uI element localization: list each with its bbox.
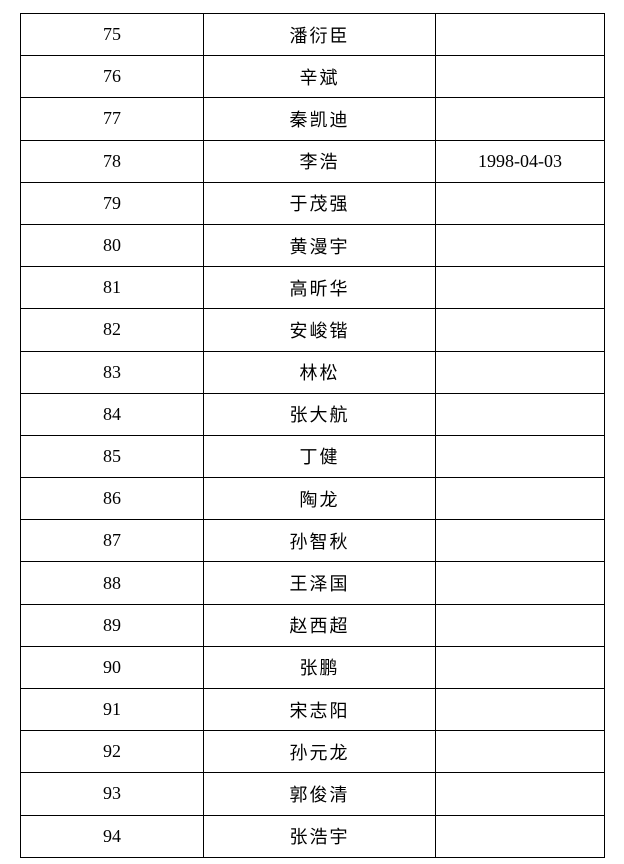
row-number: 87 — [20, 519, 204, 563]
row-number: 94 — [20, 814, 204, 858]
table-row: 85 丁健 — [20, 434, 605, 479]
row-date — [435, 519, 605, 563]
row-name: 李浩 — [203, 139, 436, 183]
row-date — [435, 477, 605, 521]
row-number: 76 — [20, 55, 204, 99]
row-date — [435, 730, 605, 774]
row-date: 1998-04-03 — [435, 139, 605, 183]
row-number: 86 — [20, 477, 204, 521]
row-name: 张大航 — [203, 392, 436, 436]
row-number: 78 — [20, 139, 204, 183]
row-number: 90 — [20, 645, 204, 690]
row-number: 79 — [20, 181, 204, 225]
row-date — [435, 814, 605, 858]
row-date — [435, 12, 605, 57]
row-date — [435, 561, 605, 605]
table-row: 80 黄漫宇 — [20, 223, 605, 268]
row-number: 77 — [20, 97, 204, 141]
row-date — [435, 181, 605, 225]
row-number: 80 — [20, 223, 204, 268]
row-name: 孙元龙 — [203, 730, 436, 774]
row-name: 林松 — [203, 350, 436, 394]
row-number: 88 — [20, 561, 204, 605]
table-row: 92 孙元龙 — [20, 730, 605, 774]
table-row: 84 张大航 — [20, 392, 605, 436]
row-name: 陶龙 — [203, 477, 436, 521]
roster-table: 75 潘衍臣 76 辛斌 77 秦凯迪 78 李浩 1998-04-03 79 于茂强 80 黄漫宇 81… — [20, 12, 605, 858]
row-name: 潘衍臣 — [203, 12, 436, 57]
table-row: 75 潘衍臣 — [20, 12, 605, 57]
row-number: 83 — [20, 350, 204, 394]
row-number: 91 — [20, 687, 204, 732]
row-name: 郭俊清 — [203, 772, 436, 816]
table-row: 93 郭俊清 — [20, 772, 605, 816]
row-name: 安峻锴 — [203, 308, 436, 352]
table-row: 86 陶龙 — [20, 477, 605, 521]
row-name: 黄漫宇 — [203, 223, 436, 268]
row-date — [435, 687, 605, 732]
row-date — [435, 772, 605, 816]
row-date — [435, 392, 605, 436]
table-row: 83 林松 — [20, 350, 605, 394]
row-date — [435, 308, 605, 352]
row-name: 张浩宇 — [203, 814, 436, 858]
row-number: 89 — [20, 603, 204, 647]
row-number: 85 — [20, 434, 204, 479]
table-row: 79 于茂强 — [20, 181, 605, 225]
row-date — [435, 223, 605, 268]
row-name: 于茂强 — [203, 181, 436, 225]
table-row: 91 宋志阳 — [20, 687, 605, 732]
row-date — [435, 97, 605, 141]
row-date — [435, 266, 605, 310]
row-name: 宋志阳 — [203, 687, 436, 732]
row-name: 赵西超 — [203, 603, 436, 647]
row-date — [435, 603, 605, 647]
row-number: 82 — [20, 308, 204, 352]
table-row: 88 王泽国 — [20, 561, 605, 605]
row-number: 93 — [20, 772, 204, 816]
row-number: 84 — [20, 392, 204, 436]
table-row: 82 安峻锴 — [20, 308, 605, 352]
row-name: 秦凯迪 — [203, 97, 436, 141]
row-name: 丁健 — [203, 434, 436, 479]
row-date — [435, 645, 605, 690]
table-row: 76 辛斌 — [20, 55, 605, 99]
row-number: 92 — [20, 730, 204, 774]
row-number: 81 — [20, 266, 204, 310]
row-number: 75 — [20, 12, 204, 57]
table-row: 81 高昕华 — [20, 266, 605, 310]
row-name: 张鹏 — [203, 645, 436, 690]
row-date — [435, 434, 605, 479]
table-row: 94 张浩宇 — [20, 814, 605, 858]
table-row: 89 赵西超 — [20, 603, 605, 647]
row-date — [435, 350, 605, 394]
row-name: 辛斌 — [203, 55, 436, 99]
table-row: 77 秦凯迪 — [20, 97, 605, 141]
row-name: 高昕华 — [203, 266, 436, 310]
row-date — [435, 55, 605, 99]
table-row: 87 孙智秋 — [20, 519, 605, 563]
row-name: 孙智秋 — [203, 519, 436, 563]
table-row: 78 李浩 1998-04-03 — [20, 139, 605, 183]
row-name: 王泽国 — [203, 561, 436, 605]
table-row: 90 张鹏 — [20, 645, 605, 690]
